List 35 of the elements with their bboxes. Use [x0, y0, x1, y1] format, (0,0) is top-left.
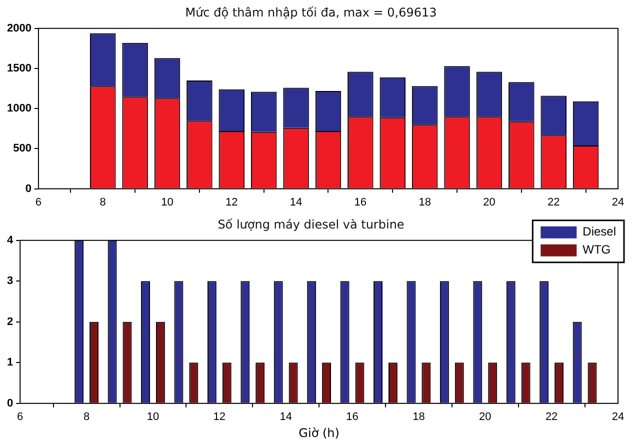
y-tick-label: 3 [6, 275, 14, 288]
y-tick-label: 1 [6, 356, 14, 369]
y-tick-label: 2 [6, 316, 14, 328]
x-tick-label: 22 [547, 196, 560, 208]
x-tick-label: 16 [354, 196, 367, 208]
x-tick-label: 18 [412, 411, 425, 424]
x-tick-label: 22 [545, 411, 558, 424]
y-tick-label: 2000 [6, 22, 32, 34]
y-tick-label: 0 [25, 182, 32, 195]
chart-title: Mức độ thâm nhập tối đa, max = 0,69613 [185, 5, 437, 20]
x-tick-label: 12 [226, 196, 238, 208]
x-tick-label: 10 [161, 196, 174, 208]
x-tick-label: 16 [346, 411, 358, 424]
x-tick-label: 24 [612, 411, 624, 424]
y-tick-label: 1500 [6, 62, 32, 75]
x-tick-label: 8 [83, 411, 90, 424]
x-tick-label: 14 [290, 196, 302, 208]
legend-label: Diesel [582, 224, 616, 239]
x-tick-label: 6 [17, 411, 24, 424]
x-tick-label: 20 [483, 196, 496, 208]
x-tick-label: 24 [612, 196, 624, 208]
y-tick-label: 4 [6, 234, 14, 246]
x-tick-label: 10 [146, 411, 160, 424]
x-axis-title: Giờ (h) [298, 426, 340, 440]
x-tick-label: 8 [100, 196, 106, 208]
x-tick-label: 12 [213, 411, 226, 424]
legend-label: WTG [582, 242, 611, 257]
y-tick-label: 0 [6, 397, 14, 410]
x-tick-label: 18 [418, 196, 431, 208]
y-tick-label: 1000 [6, 102, 32, 115]
x-tick-label: 14 [280, 411, 292, 424]
x-tick-label: 20 [479, 411, 492, 424]
y-tick-label: 500 [13, 142, 32, 155]
x-tick-label: 6 [35, 196, 42, 208]
chart-title: Số lượng máy diesel và turbine [218, 217, 404, 232]
